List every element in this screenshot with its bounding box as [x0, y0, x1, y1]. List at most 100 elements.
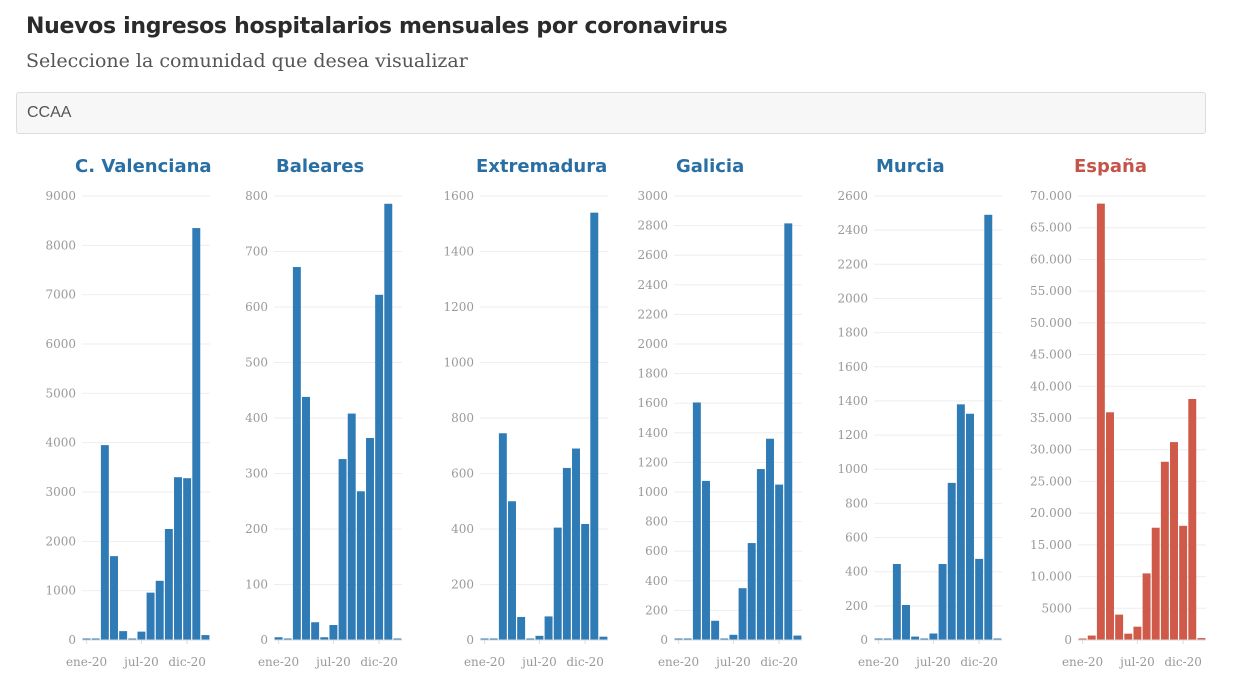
x-tick-label: jul-20 — [520, 655, 557, 669]
y-tick-label: 9000 — [45, 189, 76, 203]
bar-abr-20 — [1106, 412, 1114, 640]
y-tick-label: 2000 — [637, 337, 668, 351]
bar-sep-20 — [553, 527, 562, 640]
y-tick-label: 3000 — [637, 189, 668, 203]
x-tick-label: dic-20 — [566, 655, 604, 669]
chart-title: España — [1074, 156, 1148, 177]
y-tick-label: 700 — [245, 245, 268, 259]
x-tick-label: jul-20 — [714, 655, 751, 669]
y-tick-label: 7000 — [45, 288, 76, 302]
bar-chart-galicia: 0 200 400 600 800 1000 1200 1400 1600 1800 2000 220… — [637, 189, 802, 669]
bar-mar-20 — [498, 433, 507, 640]
y-tick-label: 1600 — [443, 189, 474, 203]
y-tick-label: 400 — [245, 411, 268, 425]
bar-sep-20 — [155, 580, 164, 640]
y-tick-label: 1400 — [443, 245, 474, 259]
chart-panel-murcia: Murcia 0 200 400 600 800 1000 1200 1400 1600 1800… — [816, 150, 1016, 690]
bar-abr-20 — [302, 396, 310, 640]
bar-nov-20 — [966, 413, 974, 640]
y-tick-label: 6000 — [45, 337, 76, 351]
bar-abr-20 — [110, 556, 118, 640]
bar-jul-20 — [535, 635, 544, 640]
y-tick-label: 400 — [645, 574, 668, 588]
bar-nov-20 — [174, 477, 182, 640]
y-tick-label: 35.000 — [1030, 411, 1072, 425]
bar-ene-20 — [1078, 638, 1087, 640]
y-tick-label: 2000 — [837, 291, 868, 305]
y-tick-label: 800 — [645, 515, 668, 529]
x-tick-label: ene-20 — [258, 655, 299, 669]
bar-ene-21 — [590, 212, 599, 640]
y-tick-label: 65.000 — [1030, 221, 1072, 235]
bar-ene-21 — [984, 214, 993, 640]
bar-dic-20 — [183, 478, 192, 640]
y-tick-label: 100 — [245, 578, 268, 592]
x-tick-label: jul-20 — [122, 655, 159, 669]
bar-nov-20 — [572, 448, 580, 640]
y-tick-label: 15.000 — [1030, 538, 1072, 552]
y-tick-label: 300 — [245, 467, 268, 481]
bar-jul-20 — [729, 634, 738, 640]
bar-ene-20 — [82, 638, 91, 640]
y-tick-label: 1800 — [837, 326, 868, 340]
bar-feb-21 — [793, 635, 802, 640]
bar-nov-20 — [366, 437, 374, 640]
bar-ago-20 — [938, 564, 947, 640]
x-tick-label: jul-20 — [314, 655, 351, 669]
y-tick-label: 0 — [466, 633, 474, 647]
bar-feb-21 — [599, 636, 608, 640]
bar-jun-20 — [920, 638, 929, 640]
y-tick-label: 0 — [1064, 633, 1072, 647]
y-tick-label: 600 — [451, 467, 474, 481]
y-tick-label: 5000 — [1041, 601, 1072, 615]
bar-ago-20 — [338, 459, 347, 640]
bar-nov-20 — [766, 438, 774, 640]
y-tick-label: 2800 — [637, 219, 668, 233]
chart-panel-galicia: Galicia 0 200 400 600 800 1000 1200 1400 1600 180… — [616, 150, 816, 690]
bar-ago-20 — [544, 616, 553, 640]
bar-oct-20 — [756, 469, 765, 640]
y-tick-label: 800 — [845, 496, 868, 510]
bar-ene-20 — [480, 638, 489, 640]
y-tick-label: 5000 — [45, 386, 76, 400]
bar-feb-20 — [489, 638, 498, 640]
y-tick-label: 2200 — [837, 257, 868, 271]
bar-mar-20 — [892, 564, 901, 640]
y-tick-label: 600 — [845, 531, 868, 545]
x-tick-label: dic-20 — [360, 655, 398, 669]
bar-jun-20 — [526, 638, 535, 640]
y-tick-label: 200 — [451, 578, 474, 592]
bar-dic-20 — [975, 558, 984, 640]
y-tick-label: 600 — [645, 544, 668, 558]
y-tick-label: 400 — [451, 522, 474, 536]
x-tick-label: ene-20 — [464, 655, 505, 669]
page-subtitle: Seleccione la comunidad que desea visual… — [26, 50, 468, 72]
x-tick-label: ene-20 — [1062, 655, 1103, 669]
bar-ene-20 — [874, 638, 883, 640]
bar-may-20 — [119, 631, 128, 640]
bar-mar-20 — [1096, 203, 1105, 640]
bar-may-20 — [911, 636, 920, 640]
bar-may-20 — [517, 616, 526, 640]
chart-panel-c-valenciana: C. Valenciana 0 1000 2000 3000 4000 5000 6000 7… — [20, 150, 220, 690]
y-tick-label: 1000 — [45, 584, 76, 598]
bar-mar-20 — [100, 445, 109, 640]
y-tick-label: 3000 — [45, 485, 76, 499]
bar-ene-21 — [784, 223, 793, 640]
bar-oct-20 — [956, 404, 965, 640]
bar-ago-20 — [146, 592, 155, 640]
y-tick-label: 200 — [645, 603, 668, 617]
bar-may-20 — [311, 622, 320, 640]
bar-dic-20 — [775, 484, 784, 640]
bar-dic-20 — [581, 524, 590, 640]
y-tick-label: 30.000 — [1030, 443, 1072, 457]
y-tick-label: 45.000 — [1030, 348, 1072, 362]
y-tick-label: 2000 — [45, 534, 76, 548]
y-tick-label: 1200 — [637, 455, 668, 469]
y-tick-label: 2600 — [637, 248, 668, 262]
bar-feb-20 — [883, 638, 892, 640]
bar-feb-21 — [393, 638, 402, 640]
y-tick-label: 55.000 — [1030, 284, 1072, 298]
community-select[interactable]: CCAA — [16, 92, 1206, 134]
y-tick-label: 0 — [660, 633, 668, 647]
